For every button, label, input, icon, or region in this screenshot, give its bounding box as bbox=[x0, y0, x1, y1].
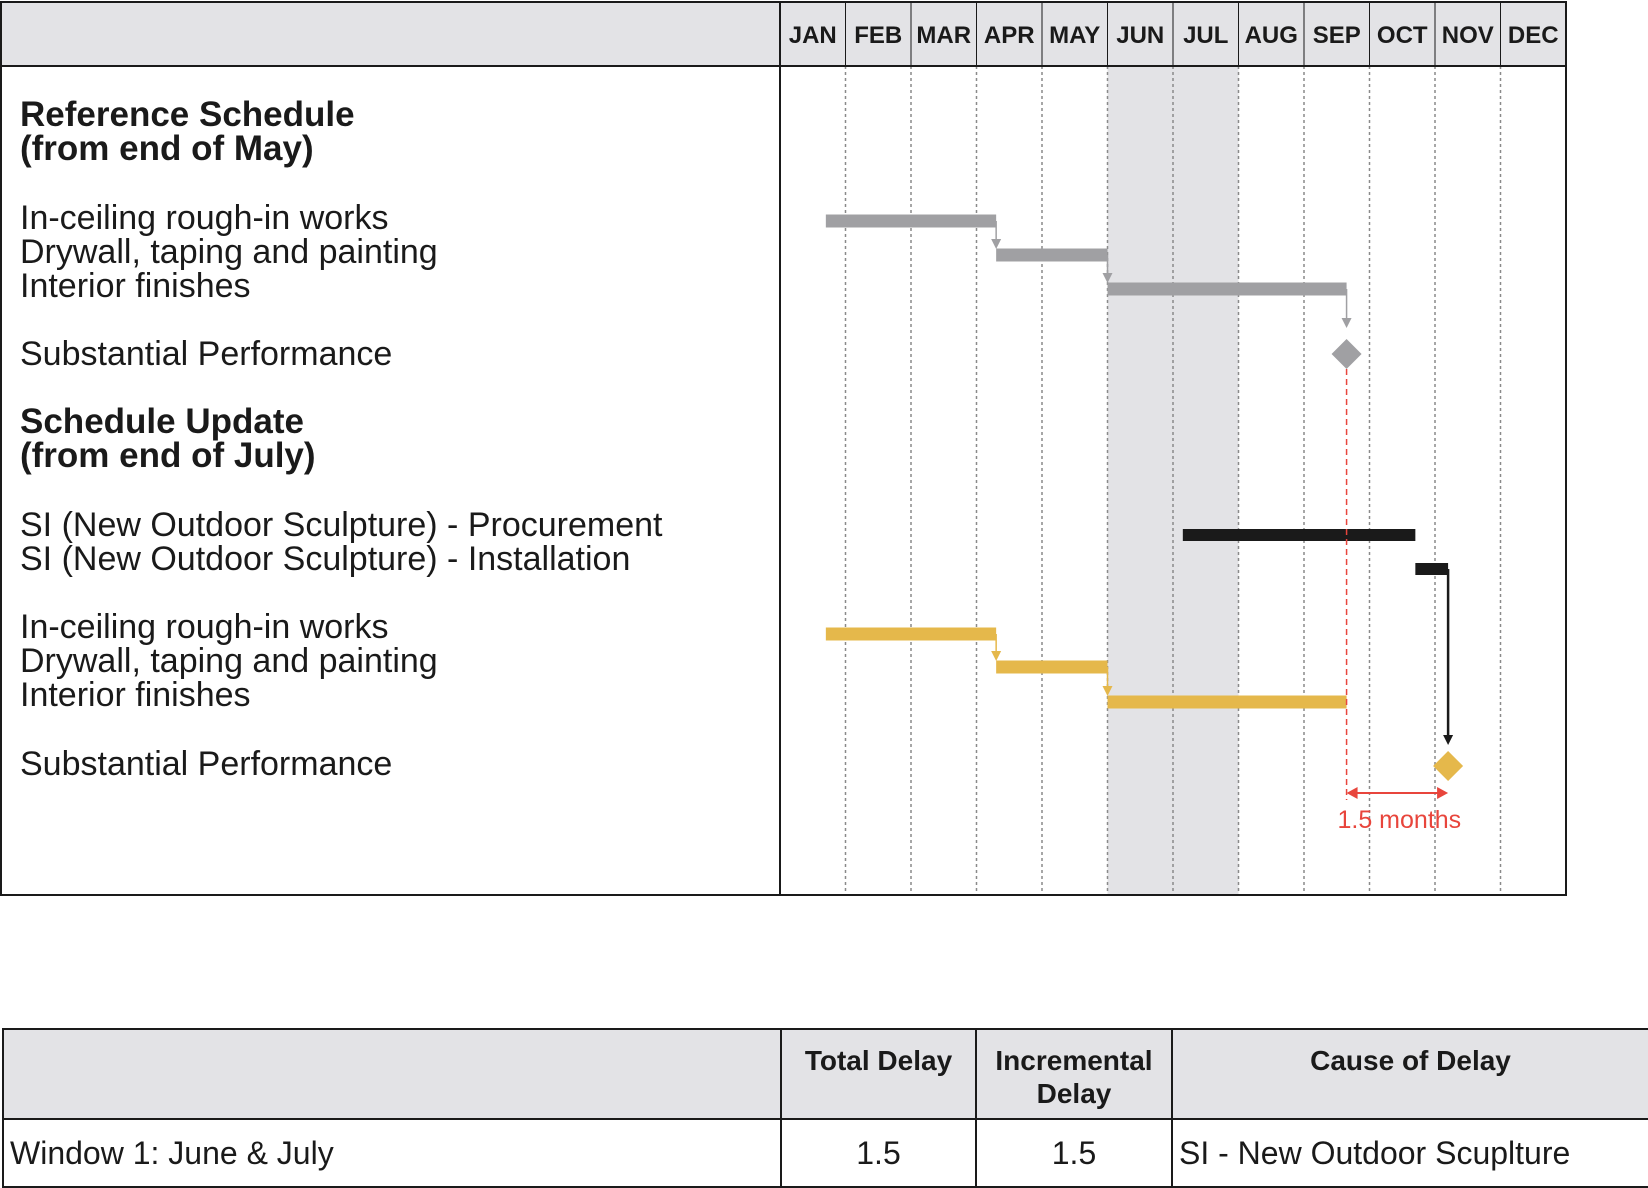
delay-table: Total Delay Incremental Delay Cause of D… bbox=[2, 1028, 1648, 1188]
update-milestone-diamond bbox=[1433, 751, 1464, 781]
header-band bbox=[1, 2, 1566, 66]
section-subtitle-update: (from end of July) bbox=[20, 436, 316, 475]
month-label-jun: JUN bbox=[1116, 22, 1164, 49]
delay-arrow-left bbox=[1346, 787, 1358, 799]
delay-table-header-incremental: Incremental Delay bbox=[975, 1028, 1173, 1120]
month-label-jul: JUL bbox=[1183, 22, 1228, 49]
section-title-reference: Reference Schedule bbox=[20, 95, 355, 134]
section-subtitle-reference: (from end of May) bbox=[20, 129, 314, 168]
si-task-bar bbox=[1415, 563, 1449, 575]
milestone-label: Substantial Performance bbox=[20, 335, 392, 373]
section-title-update: Schedule Update bbox=[20, 402, 304, 441]
delay-annotation-label: 1.5 months bbox=[1337, 806, 1461, 834]
delay-table-header-row: Total Delay Incremental Delay Cause of D… bbox=[2, 1028, 1648, 1120]
task-label: In-ceiling rough-in works bbox=[20, 199, 389, 237]
si-to-milestone-arrow-head bbox=[1443, 735, 1454, 745]
update-task-bar bbox=[825, 627, 997, 641]
reference-milestone-diamond bbox=[1331, 339, 1362, 369]
month-label-nov: NOV bbox=[1442, 22, 1494, 49]
milestone-label: Substantial Performance bbox=[20, 745, 392, 783]
reference-task-bar bbox=[1107, 282, 1347, 296]
si-task-bar bbox=[1182, 529, 1416, 541]
incremental-delay-cell: 1.5 bbox=[975, 1118, 1173, 1188]
update-task-bar bbox=[996, 660, 1108, 674]
task-label: In-ceiling rough-in works bbox=[20, 608, 389, 646]
month-label-may: MAY bbox=[1049, 22, 1100, 49]
task-label: Drywall, taping and painting bbox=[20, 233, 438, 271]
month-label-oct: OCT bbox=[1377, 22, 1428, 49]
reference-dependency-arrow-head bbox=[991, 239, 1002, 249]
month-label-feb: FEB bbox=[854, 22, 902, 49]
incremental-header-text: Incremental Delay bbox=[995, 1045, 1153, 1109]
task-label: Interior finishes bbox=[20, 267, 251, 305]
gantt-chart: JAN FEB MAR APR MAY JUN JUL AUG SEP OCT NOV DEC Refe… bbox=[0, 1, 1567, 896]
chart-frame bbox=[0, 1, 1567, 896]
total-delay-cell: 1.5 bbox=[780, 1118, 977, 1188]
update-dependency-arrow-head bbox=[991, 651, 1002, 661]
update-task-bar bbox=[1107, 695, 1347, 709]
month-label-aug: AUG bbox=[1245, 22, 1298, 49]
month-label-sep: SEP bbox=[1313, 22, 1361, 49]
reference-milestone-arrow-head bbox=[1341, 318, 1352, 328]
task-label: Interior finishes bbox=[20, 676, 251, 714]
si-task-label: SI (New Outdoor Sculpture) - Installatio… bbox=[20, 540, 630, 578]
delay-arrow-right bbox=[1437, 787, 1449, 799]
si-task-label: SI (New Outdoor Sculpture) - Procurement bbox=[20, 506, 663, 544]
reference-task-bar bbox=[996, 248, 1108, 262]
delay-table-header-blank bbox=[2, 1028, 782, 1120]
window-cell: Window 1: June & July bbox=[2, 1118, 782, 1188]
task-label: Drywall, taping and painting bbox=[20, 642, 438, 680]
cause-cell: SI - New Outdoor Scuplture bbox=[1171, 1118, 1648, 1188]
month-label-jan: JAN bbox=[789, 22, 837, 49]
reference-dependency-arrow-head bbox=[1102, 273, 1113, 283]
month-label-mar: MAR bbox=[916, 22, 971, 49]
update-dependency-arrow-head bbox=[1102, 686, 1113, 696]
month-label-dec: DEC bbox=[1508, 22, 1559, 49]
table-row: Window 1: June & July 1.5 1.5 SI - New O… bbox=[2, 1118, 1648, 1188]
chart-background bbox=[1, 2, 1566, 895]
month-label-apr: APR bbox=[984, 22, 1035, 49]
delay-table-header-total: Total Delay bbox=[780, 1028, 977, 1120]
reference-task-bar bbox=[825, 214, 997, 228]
delay-table-header-cause: Cause of Delay bbox=[1171, 1028, 1648, 1120]
